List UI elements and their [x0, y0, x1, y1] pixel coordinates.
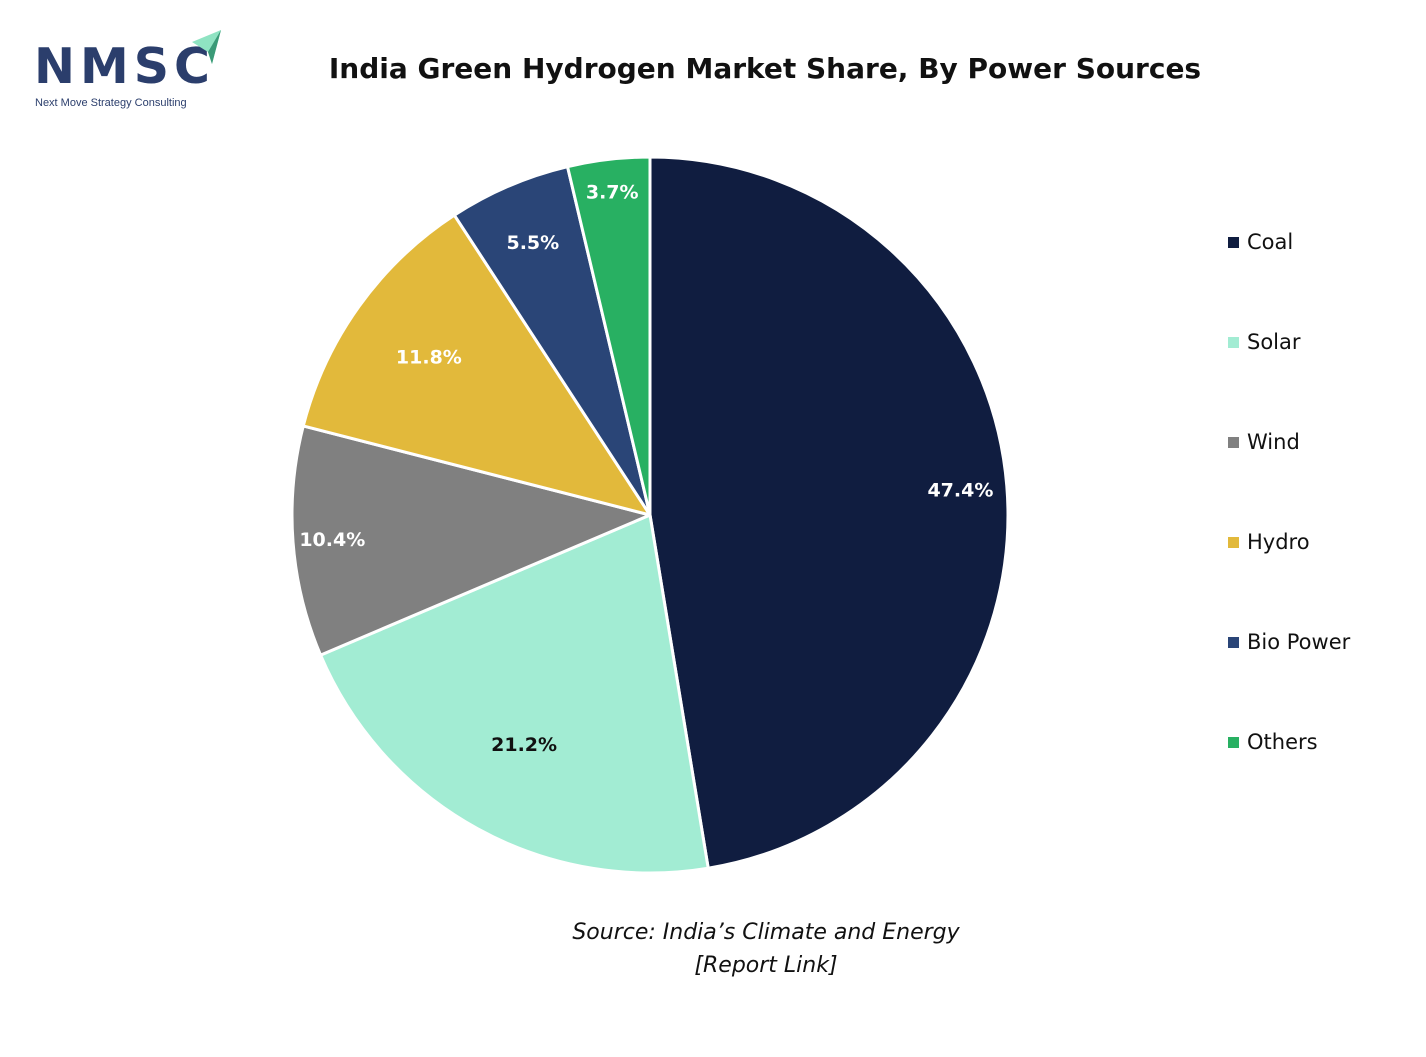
logo-tagline: Next Move Strategy Consulting [35, 97, 187, 109]
pie-slice-others [566, 155, 652, 517]
pie-slices [290, 155, 1010, 875]
data-label-wind: 10.4% [299, 529, 365, 551]
pie-slice-wind [290, 424, 652, 657]
legend-label: Others [1247, 730, 1318, 754]
data-label-bio-power: 5.5% [506, 232, 559, 254]
legend-swatch [1228, 436, 1239, 448]
legend-label: Solar [1247, 330, 1301, 354]
chart-title: India Green Hydrogen Market Share, By Po… [328, 52, 1202, 85]
legend-swatch [1228, 236, 1239, 248]
legend-item-others: Others [1228, 724, 1318, 760]
pie-labels: 47.4% 21.2% 10.4% 11.8% 5.5% 3.7% [299, 181, 993, 756]
legend-label: Coal [1247, 230, 1294, 254]
report-link[interactable]: [Report Link] [694, 953, 838, 978]
data-label-others: 3.7% [586, 181, 639, 203]
pie-slice-hydro [301, 213, 652, 517]
source-note: Source: India’s Climate and Energy [Repo… [466, 916, 1066, 982]
pie-slice-solar [319, 513, 710, 875]
source-line: Source: India’s Climate and Energy [572, 920, 960, 945]
data-label-coal: 47.4% [927, 480, 993, 502]
arrow-icon [192, 30, 221, 64]
legend-item-bio-power: Bio Power [1228, 624, 1350, 660]
legend-label: Bio Power [1247, 630, 1351, 654]
legend-label: Wind [1247, 430, 1300, 454]
legend-swatch [1228, 336, 1239, 348]
nmsc-logo: NMSC Next Move Strategy Consulting [32, 28, 232, 112]
legend-swatch [1228, 536, 1239, 548]
legend-item-hydro: Hydro [1228, 524, 1310, 560]
logo-wordmark: NMSC [34, 38, 216, 95]
pie-slice-coal [648, 155, 1010, 870]
legend-item-solar: Solar [1228, 324, 1301, 360]
legend-item-wind: Wind [1228, 424, 1300, 460]
legend-label: Hydro [1247, 530, 1310, 554]
data-label-solar: 21.2% [491, 734, 557, 756]
legend-swatch [1228, 736, 1239, 748]
legend-swatch [1228, 636, 1239, 648]
data-label-hydro: 11.8% [396, 346, 462, 368]
legend-item-coal: Coal [1228, 224, 1293, 260]
